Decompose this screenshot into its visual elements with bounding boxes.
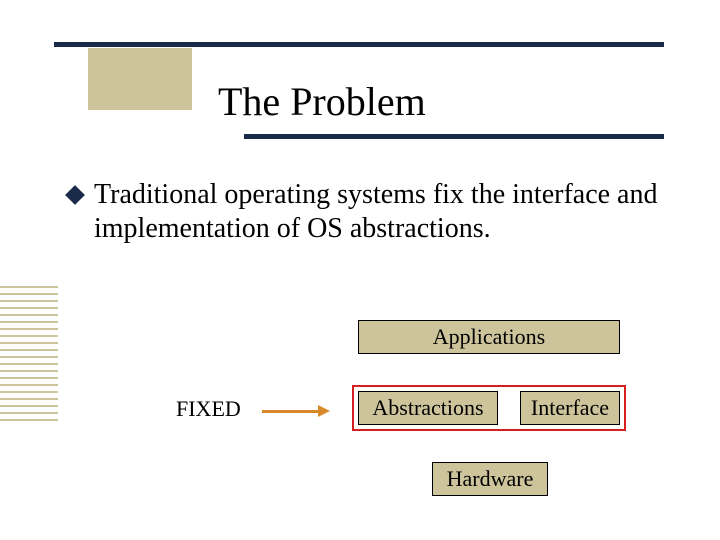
diamond-bullet-icon <box>65 185 85 205</box>
title-beige-block <box>88 48 192 110</box>
hardware-box: Hardware <box>432 462 548 496</box>
abstractions-label: Abstractions <box>372 395 483 421</box>
fixed-text-label: FIXED <box>176 396 241 422</box>
left-stripe-decoration <box>0 286 58 426</box>
abstractions-box: Abstractions <box>358 391 498 425</box>
applications-label: Applications <box>433 324 545 350</box>
slide: The Problem Traditional operating system… <box>0 0 720 540</box>
hardware-label: Hardware <box>447 466 534 492</box>
applications-box: Applications <box>358 320 620 354</box>
interface-label: Interface <box>531 395 609 421</box>
top-horizontal-rule <box>54 42 664 47</box>
bullet-text: Traditional operating systems fix the in… <box>94 178 668 245</box>
interface-box: Interface <box>520 391 620 425</box>
bullet-item: Traditional operating systems fix the in… <box>68 178 668 245</box>
arrow-icon <box>262 405 330 417</box>
slide-title: The Problem <box>218 78 426 125</box>
mid-horizontal-rule <box>244 134 664 139</box>
